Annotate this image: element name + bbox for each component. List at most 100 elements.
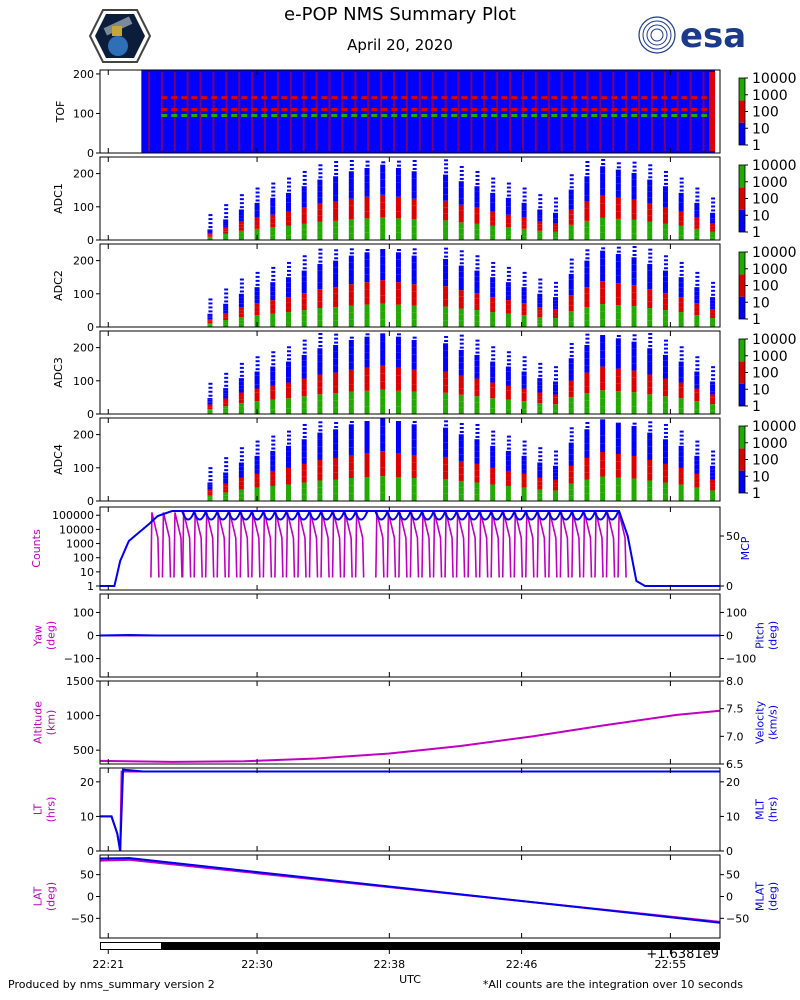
adc4-speckle (711, 454, 716, 457)
tof-streak (392, 72, 395, 151)
adc1-speckle (224, 204, 229, 207)
tof-streak (470, 72, 473, 151)
adc1-burst-cell (286, 202, 291, 207)
adc3-burst-cell (317, 361, 323, 368)
adc2-burst-cell (537, 307, 543, 311)
lt-mlt-ytick-label: 10 (80, 810, 94, 823)
adc1-burst-cell (348, 233, 354, 240)
adc2-burst-cell (710, 315, 716, 319)
adc4-burst-cell (317, 466, 323, 474)
adc3-speckle (349, 336, 354, 339)
adc2-burst-cell (411, 284, 417, 292)
adc1-burst-cell (631, 199, 637, 207)
adc1-burst-cell (631, 213, 637, 220)
adc1-speckle (506, 190, 511, 193)
adc2-burst-cell (584, 287, 590, 294)
adc4-burst-cell (223, 498, 229, 501)
adc4-burst-cell (380, 442, 386, 452)
adc3-burst-cell (678, 393, 684, 399)
adc3-burst-cell (411, 399, 417, 407)
adc3-burst-cell (584, 393, 590, 401)
adc2-speckle (459, 250, 464, 253)
adc3-burst-cell (395, 406, 401, 414)
adc4-burst-cell (207, 482, 213, 485)
adc1-burst-cell (600, 210, 606, 218)
adc4-burst-cell (411, 477, 417, 486)
adc4-burst-cell (348, 462, 354, 471)
adc1-burst-cell (348, 178, 354, 186)
adc2-burst-cell (553, 300, 559, 304)
adc1-colorbar-segment (739, 187, 745, 210)
adc2-burst-cell (490, 277, 496, 283)
adc2-burst-cell (254, 311, 260, 316)
adc4-burst-cell (254, 478, 260, 483)
tof-streak (212, 72, 215, 151)
adc4-colorbar-segment (739, 470, 745, 493)
lat-mlat-left-ylabel-line: (deg) (45, 882, 58, 911)
adc1-burst-cell (380, 164, 386, 173)
tof-streak (612, 72, 615, 151)
adc4-burst-cell (317, 432, 323, 440)
adc4-burst-cell (286, 467, 291, 474)
adc4-ylabel: ADC4 (52, 444, 65, 475)
adc3-burst-cell (505, 366, 511, 372)
adc4-burst-cell (710, 490, 716, 494)
adc1-speckle (412, 167, 417, 170)
adc2-burst-cell (474, 304, 480, 311)
adc3-burst-cell (694, 384, 700, 389)
adc1-speckle (271, 186, 276, 189)
adc1-speckle (538, 202, 543, 205)
adc1-speckle (459, 177, 464, 180)
adc1-burst-cell (270, 214, 276, 219)
yaw-pitch-rtick-label: −100 (726, 653, 756, 666)
mcp-dip (227, 510, 242, 521)
adc4-burst-cell (521, 469, 527, 474)
adc4-burst-cell (600, 435, 606, 444)
adc3-burst-cell (537, 392, 543, 397)
adc1-burst-cell (348, 198, 354, 206)
adc4-burst-cell (490, 462, 496, 468)
adc4-burst-cell (286, 445, 291, 452)
adc3-burst-cell (474, 354, 480, 361)
adc1-burst-cell (710, 220, 716, 224)
adc1-burst-cell (474, 213, 480, 219)
adc3-burst-cell (380, 365, 386, 374)
adc1-burst-cell (631, 233, 637, 240)
adc2-burst-cell (474, 310, 480, 316)
adc4-burst-cell (568, 454, 574, 461)
tof-colorbar-segment (739, 100, 745, 123)
adc4-burst-cell (505, 485, 511, 491)
adc4-burst-cell (505, 480, 511, 486)
adc3-burst-cell (207, 409, 213, 411)
adc1-burst-cell (380, 224, 386, 233)
adc2-speckle (224, 292, 229, 295)
adc2-speckle (648, 256, 653, 259)
adc1-burst-cell (647, 203, 653, 210)
adc2-burst-cell (537, 323, 543, 327)
adc1-speckle (679, 177, 684, 180)
adc2-burst-cell (395, 312, 401, 320)
adc3-burst-cell (286, 393, 291, 399)
adc3-speckle (287, 350, 291, 353)
adc1-burst-cell (207, 237, 213, 239)
lat-mlat-rtick-label: 50 (726, 869, 740, 882)
adc2-burst-cell (286, 302, 291, 308)
adc2-burst-cell (395, 252, 401, 260)
adc3-burst-cell (710, 387, 716, 392)
adc2-burst-cell (537, 317, 543, 321)
adc2-burst-cell (348, 319, 354, 327)
adc1-speckle (444, 163, 449, 166)
adc2-burst-cell (443, 272, 449, 280)
adc1-speckle (569, 186, 574, 189)
adc1-burst-cell (207, 238, 213, 240)
adc3-speckle (632, 334, 637, 337)
adc3-speckle (554, 370, 559, 373)
tof-streak (264, 72, 267, 151)
adc4-burst-cell (364, 436, 370, 445)
adc1-speckle (365, 160, 370, 163)
adc4-speckle (208, 479, 213, 482)
adc1-burst-cell (207, 233, 213, 235)
adc4-speckle (255, 444, 260, 447)
adc3-burst-cell (647, 354, 653, 362)
adc2-ylabel: ADC2 (52, 270, 65, 301)
